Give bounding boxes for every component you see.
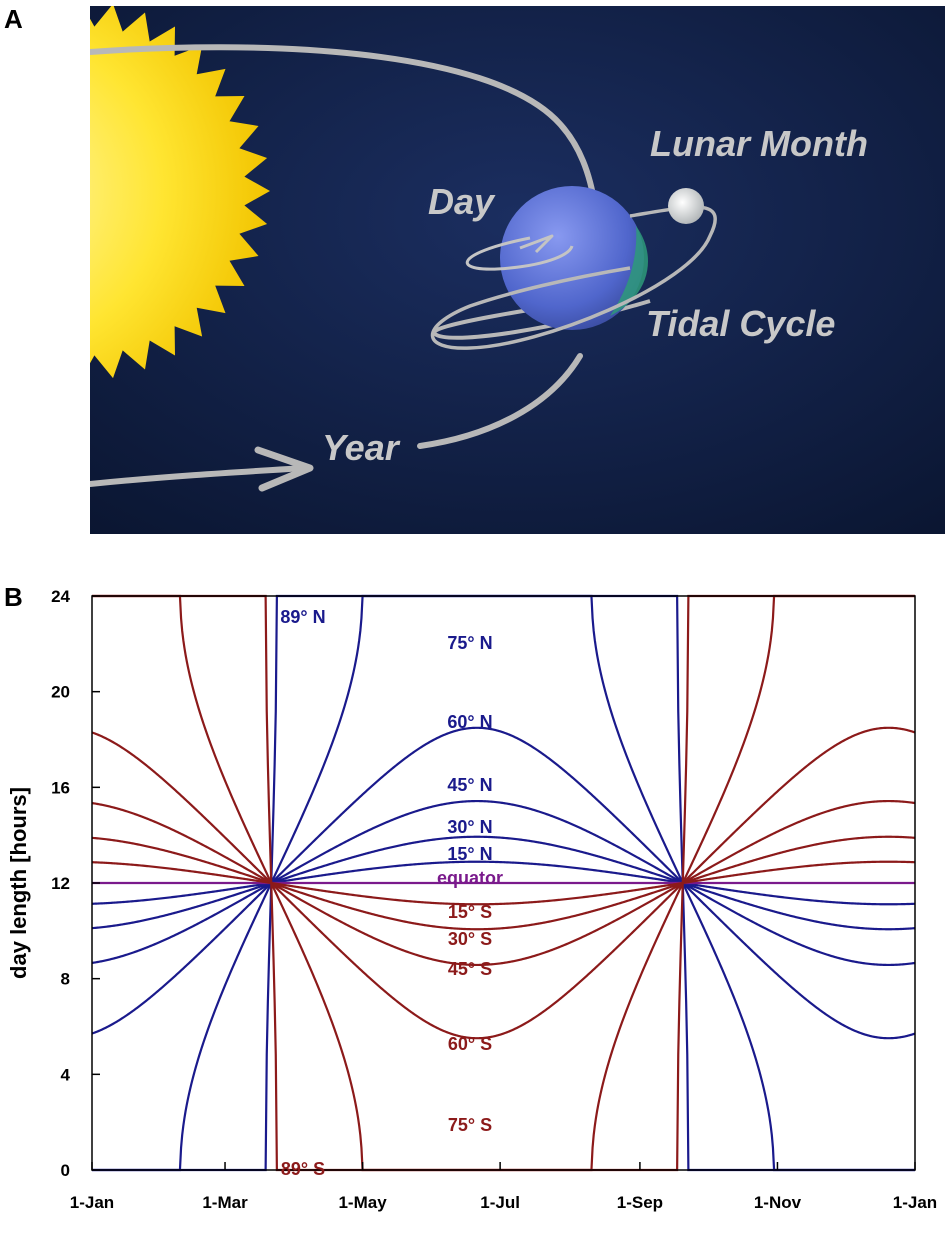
lunar-orbit	[430, 205, 717, 350]
y-tick-label: 16	[51, 778, 70, 797]
series-line	[91, 726, 916, 1040]
moon-icon	[668, 188, 704, 224]
x-tick-label: 1-Jan	[893, 1193, 937, 1212]
series-line	[91, 860, 916, 906]
y-tick-label: 0	[61, 1161, 70, 1180]
chart-series-labels: 89° N 75° N 60° N 45° N 30° N 15° N equator 15°…	[280, 607, 503, 1179]
y-tick-label: 8	[61, 970, 70, 989]
series-label: 30° N	[447, 817, 492, 837]
day-length-chart: 1-Jan 1-Mar 1-May 1-Jul 1-Sep 1-Nov 1-Jan04812…	[6, 587, 937, 1212]
x-tick-label: 1-Mar	[202, 1193, 248, 1212]
series-line	[91, 726, 916, 1040]
series-line	[91, 799, 916, 967]
chart-curves	[91, 594, 916, 1172]
year-arrow-icon	[254, 446, 314, 492]
series-line	[91, 835, 916, 931]
label-day: Day	[428, 181, 496, 222]
label-lunar-month: Lunar Month	[650, 123, 868, 164]
series-label: 15° N	[447, 844, 492, 864]
panel-b-letter: B	[4, 582, 23, 612]
series-label: 30° S	[448, 929, 492, 949]
day-arrow-icon	[519, 234, 554, 254]
series-label: 89° S	[281, 1159, 325, 1179]
series-label: 89° N	[280, 607, 325, 627]
series-label: equator	[437, 868, 503, 888]
x-tick-label: 1-Jul	[480, 1193, 520, 1212]
series-line	[91, 835, 916, 931]
series-label: 75° N	[447, 633, 492, 653]
x-tick-label: 1-May	[338, 1193, 387, 1212]
panel-a-illustration: Lunar Month Day Tidal Cycle Year	[0, 1, 945, 534]
y-tick-label: 24	[51, 587, 70, 606]
series-line	[91, 860, 916, 906]
ocean-bulge	[610, 226, 649, 316]
panel-b-chart: 1-Jan 1-Mar 1-May 1-Jul 1-Sep 1-Nov 1-Jan 0 4 8 12…	[0, 560, 950, 1228]
panel-a-letter: A	[4, 4, 23, 34]
x-tick-label: 1-Sep	[617, 1193, 663, 1212]
year-orbit-upper	[87, 44, 598, 209]
series-label: 75° S	[448, 1115, 492, 1135]
earth-icon	[500, 186, 644, 330]
series-label: 60° N	[447, 712, 492, 732]
label-year: Year	[322, 427, 401, 468]
y-tick-label: 12	[51, 874, 70, 893]
label-tidal-cycle: Tidal Cycle	[646, 303, 835, 344]
x-tick-label: 1-Jan	[70, 1193, 114, 1212]
series-line	[91, 799, 916, 967]
y-tick-label: 20	[51, 683, 70, 702]
year-orbit-lower	[417, 353, 583, 449]
series-label: 60° S	[448, 1034, 492, 1054]
series-label: 45° S	[448, 959, 492, 979]
series-label: 15° S	[448, 902, 492, 922]
series-label: 45° N	[447, 775, 492, 795]
y-tick-label: 4	[61, 1065, 71, 1084]
y-axis-label: day length [hours]	[6, 787, 31, 979]
year-orbit-arrow-line	[87, 465, 308, 487]
x-tick-label: 1-Nov	[754, 1193, 802, 1212]
day-orbit	[465, 236, 574, 271]
chart-axes: 1-Jan 1-Mar 1-May 1-Jul 1-Sep 1-Nov 1-Jan04812…	[51, 587, 937, 1212]
orbit-diagram: Lunar Month Day Tidal Cycle Year	[0, 1, 945, 534]
